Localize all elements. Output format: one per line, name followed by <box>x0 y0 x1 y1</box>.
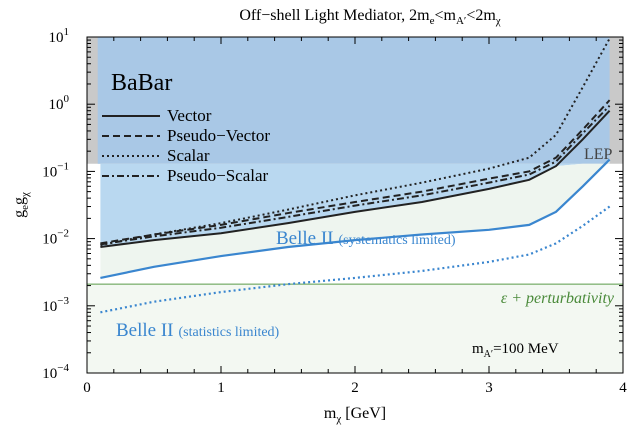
x-tick-label: 1 <box>217 380 225 396</box>
legend-label: Vector <box>167 106 212 125</box>
legend-label: Pseudo−Scalar <box>167 166 269 185</box>
series-line-vector <box>100 110 611 248</box>
y-tick-label: 10−1 <box>42 160 69 180</box>
belle-stat-label: Belle II (statistics limited) <box>116 320 280 341</box>
chart-title: Off−shell Light Mediator, 2me<mA′<2mχ <box>239 7 500 27</box>
series-line-scalar <box>100 38 611 247</box>
babar-region <box>97 37 610 164</box>
x-tick-label: 4 <box>619 380 627 396</box>
series-line-pseudo-scalar <box>100 104 611 246</box>
legend-label: Scalar <box>167 146 210 165</box>
x-tick-label: 3 <box>485 380 493 396</box>
legend-title: BaBar <box>111 70 172 96</box>
ticks: 0 1 2 3 4 10−4 10−3 10−2 10−1 100 101 <box>42 26 627 396</box>
y-tick-label: 100 <box>49 93 70 113</box>
mass-label: mA′=100 MeV <box>472 341 559 360</box>
x-tick-label: 0 <box>83 380 91 396</box>
legend: BaBar VectorPseudo−VectorScalarPseudo−Sc… <box>102 70 270 185</box>
belle-sys-label: Belle II (systematics limited) <box>276 228 456 249</box>
allowed-region <box>100 159 610 278</box>
y-tick-label: 10−4 <box>42 362 69 382</box>
y-axis-label: gegχ <box>11 192 31 218</box>
y-tick-label: 10−3 <box>42 295 69 315</box>
series-line-pseudo-vector <box>100 99 611 245</box>
x-axis-label: mχ [GeV] <box>324 405 386 425</box>
y-tick-label: 101 <box>49 26 70 46</box>
eps-label: ε + perturbativity <box>501 290 615 307</box>
series-layer <box>100 38 611 314</box>
lep-label: LEP <box>584 146 613 163</box>
series-line-belle-ii-systematics-limited <box>100 158 611 279</box>
eps-perturbativity-region <box>87 284 623 373</box>
legend-label: Pseudo−Vector <box>167 126 270 145</box>
x-tick-label: 2 <box>351 380 359 396</box>
y-tick-label: 10−2 <box>42 228 69 248</box>
